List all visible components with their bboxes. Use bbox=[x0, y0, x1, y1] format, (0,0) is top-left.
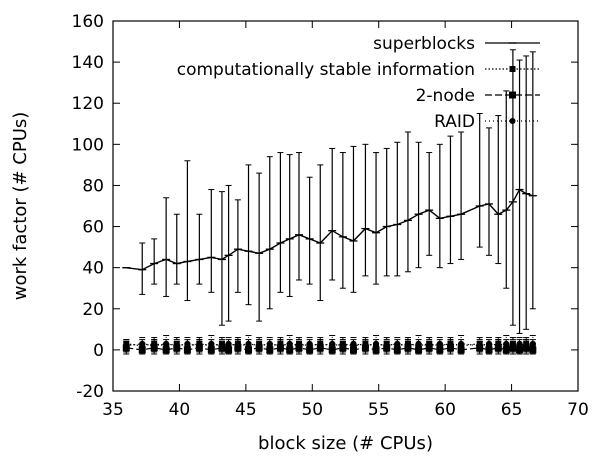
data-point bbox=[151, 342, 158, 349]
data-point bbox=[373, 340, 380, 347]
data-point bbox=[196, 342, 203, 349]
data-point bbox=[394, 340, 401, 347]
legend-label: superblocks bbox=[373, 34, 475, 54]
data-point bbox=[485, 340, 492, 347]
data-point bbox=[234, 342, 241, 349]
legend-label: 2-node bbox=[416, 86, 475, 106]
x-tick-label: 35 bbox=[102, 400, 124, 420]
data-point bbox=[516, 340, 523, 347]
data-point bbox=[208, 340, 215, 347]
series-superblocks bbox=[122, 49, 537, 334]
legend-label: RAID bbox=[434, 112, 475, 132]
data-point bbox=[329, 340, 336, 347]
y-tick-label: 20 bbox=[82, 300, 104, 320]
legend-marker bbox=[509, 66, 516, 72]
data-point bbox=[256, 342, 263, 349]
data-point bbox=[415, 340, 422, 347]
legend-label: computationally stable information bbox=[177, 60, 475, 80]
data-point bbox=[529, 340, 536, 347]
y-tick-label: 140 bbox=[72, 53, 104, 73]
legend: superblocks computationally stable inform… bbox=[177, 34, 540, 132]
x-tick-label: 40 bbox=[169, 400, 191, 420]
legend-marker bbox=[509, 91, 516, 99]
data-point bbox=[317, 342, 324, 349]
data-point bbox=[495, 342, 502, 349]
data-point bbox=[286, 340, 293, 347]
y-tick-label: 60 bbox=[82, 218, 104, 238]
x-tick-label: 50 bbox=[301, 400, 323, 420]
y-tick-label: 120 bbox=[72, 94, 104, 114]
x-tick-label: 65 bbox=[501, 400, 523, 420]
data-point bbox=[447, 342, 454, 349]
series-line bbox=[126, 188, 534, 271]
legend-marker bbox=[509, 118, 516, 124]
y-tick-label: 80 bbox=[82, 176, 104, 196]
data-point bbox=[306, 340, 313, 347]
plot-frame bbox=[112, 20, 579, 392]
data-point bbox=[296, 342, 302, 349]
data-point bbox=[245, 340, 252, 347]
x-tick-label: 60 bbox=[434, 400, 456, 420]
y-tick-label: -20 bbox=[76, 382, 104, 402]
plot-marks bbox=[122, 49, 537, 355]
y-tick-label: 0 bbox=[93, 341, 104, 361]
series-line bbox=[126, 347, 533, 351]
data-point bbox=[503, 340, 510, 347]
x-tick-label: 55 bbox=[368, 400, 390, 420]
series-raid bbox=[123, 335, 536, 353]
y-tick-label: 40 bbox=[82, 259, 104, 279]
axis-ticks: 35 40 45 50 55 60 65 70 -20 0 20 40 60 80 100 120 140 160 bbox=[72, 12, 589, 420]
data-point bbox=[218, 342, 225, 349]
y-tick-label: 100 bbox=[72, 135, 104, 155]
data-point bbox=[173, 342, 180, 349]
x-tick-label: 45 bbox=[235, 400, 257, 420]
data-point bbox=[139, 340, 146, 347]
series-line bbox=[126, 343, 533, 347]
data-point bbox=[225, 340, 232, 347]
x-tick-label: 70 bbox=[567, 400, 589, 420]
y-axis-title: work factor (# CPUs) bbox=[10, 112, 31, 301]
data-point bbox=[266, 340, 273, 347]
data-point bbox=[163, 340, 170, 347]
data-point bbox=[350, 340, 357, 347]
data-point bbox=[523, 342, 530, 349]
data-point bbox=[277, 342, 284, 349]
data-point bbox=[436, 340, 443, 347]
data-point bbox=[339, 342, 346, 349]
data-point bbox=[383, 342, 390, 349]
x-axis-title: block size (# CPUs) bbox=[258, 433, 433, 454]
data-point bbox=[184, 340, 191, 347]
data-point bbox=[509, 342, 516, 349]
y-tick-label: 160 bbox=[72, 12, 104, 32]
data-point bbox=[476, 342, 483, 349]
data-point bbox=[458, 340, 465, 347]
data-point bbox=[362, 342, 369, 349]
data-point bbox=[426, 342, 433, 349]
data-point bbox=[404, 342, 411, 349]
data-point bbox=[123, 342, 130, 349]
